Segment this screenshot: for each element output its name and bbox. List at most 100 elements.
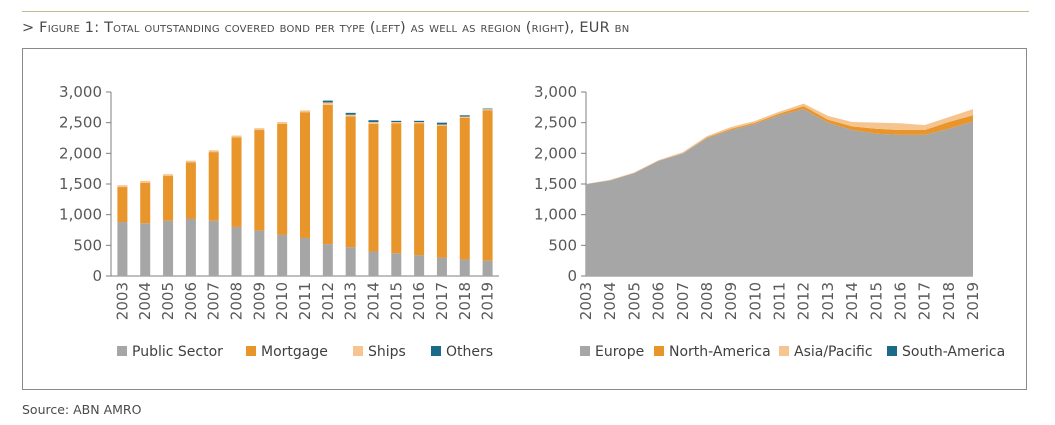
- x-tick-label: 2011: [296, 282, 314, 320]
- x-tick-label: 2007: [205, 282, 223, 320]
- bar-others-2015: [391, 120, 402, 123]
- bar-others-2016: [414, 120, 425, 123]
- bar-public-sector-2003: [117, 222, 128, 276]
- bar-others-2018: [459, 115, 470, 117]
- x-tick-label: 2006: [650, 282, 668, 320]
- y-tick-label: 0: [92, 267, 102, 285]
- bar-ships-2016: [414, 122, 425, 124]
- bar-ships-2012: [322, 102, 333, 105]
- x-tick-label: 2012: [795, 282, 813, 320]
- bar-mortgage-2014: [368, 123, 379, 252]
- x-tick-label: 2005: [159, 282, 177, 320]
- legend-label-europe: Europe: [595, 344, 644, 360]
- x-tick-label: 2010: [273, 282, 291, 320]
- x-tick-label: 2014: [843, 282, 861, 320]
- left-chart-type: 0 500 1,000 1,500 2,000 2,500 3,000 2003 2004 200…: [59, 83, 499, 360]
- bar-mortgage-2006: [185, 162, 196, 219]
- source-note: Source: ABN AMRO: [22, 402, 142, 417]
- y-tick-label: 3,000: [534, 83, 577, 101]
- chart-frame: 0 500 1,000 1,500 2,000 2,500 3,000 2003 2004 200…: [22, 48, 1027, 390]
- x-tick-label: 2009: [250, 282, 268, 320]
- legend-label-mortgage: Mortgage: [261, 344, 328, 360]
- x-tick-label: 2017: [433, 282, 451, 320]
- legend-label-ships: Ships: [368, 344, 406, 360]
- y-tick-label: 2,500: [534, 114, 577, 132]
- bar-ships-2008: [231, 135, 242, 138]
- bar-ships-2010: [277, 122, 288, 124]
- y-tick-label: 1,500: [59, 175, 102, 193]
- y-tick-label: 1,000: [59, 206, 102, 224]
- x-tick-label: 2019: [479, 282, 497, 320]
- x-tick-label: 2018: [940, 282, 958, 320]
- bar-mortgage-2012: [322, 104, 333, 245]
- x-tick-label: 2016: [891, 282, 909, 320]
- bar-mortgage-2009: [254, 130, 265, 231]
- bar-ships-2013: [345, 114, 356, 117]
- bar-public-sector-2010: [277, 234, 288, 276]
- bar-others-2013: [345, 112, 356, 115]
- bar-ships-2017: [436, 124, 447, 126]
- x-tick-label: 2011: [771, 282, 789, 320]
- bar-ships-2011: [300, 110, 310, 113]
- x-tick-label: 2019: [964, 282, 982, 320]
- bar-mortgage-2019: [482, 110, 493, 261]
- bar-ships-2004: [140, 180, 151, 183]
- x-tick-label: 2012: [319, 282, 337, 320]
- bar-ships-2018: [459, 116, 470, 118]
- x-tick-label: 2003: [577, 282, 595, 320]
- x-tick-label: 2006: [182, 282, 200, 320]
- bar-ships-2007: [208, 150, 219, 153]
- legend-label-others: Others: [446, 344, 493, 360]
- x-tick-label: 2003: [113, 282, 131, 320]
- bar-public-sector-2019: [482, 260, 493, 276]
- y-tick-label: 0: [567, 267, 577, 285]
- bar-public-sector-2009: [254, 230, 265, 276]
- top-rule: [22, 11, 1029, 12]
- x-tick-label: 2015: [387, 282, 405, 320]
- bar-others-2017: [436, 122, 447, 125]
- area-asia-pacific: [586, 103, 973, 184]
- bar-ships-2003: [117, 185, 128, 188]
- legend-swatch-public-sector: [117, 346, 127, 356]
- x-tick-label: 2013: [819, 282, 837, 320]
- bar-ships-2009: [254, 128, 265, 131]
- y-tick-label: 1,500: [534, 175, 577, 193]
- bar-ships-2006: [185, 160, 196, 163]
- right-chart-region: 0 500 1,000 1,500 2,000 2,500 3,000 2003 2004 200…: [534, 83, 1005, 360]
- x-tick-label: 2018: [456, 282, 474, 320]
- bar-public-sector-2008: [231, 226, 242, 276]
- legend-label-public-sector: Public Sector: [132, 344, 223, 360]
- bar-others-2019: [482, 108, 493, 110]
- x-tick-label: 2004: [601, 282, 619, 320]
- legend-label-north-america: North-America: [669, 344, 771, 360]
- legend-label-asia-pacific: Asia/Pacific: [794, 344, 873, 360]
- x-tick-label: 2007: [674, 282, 692, 320]
- bar-public-sector-2015: [391, 253, 402, 276]
- y-tick-label: 500: [548, 236, 577, 254]
- x-tick-label: 2016: [410, 282, 428, 320]
- x-tick-label: 2010: [746, 282, 764, 320]
- bar-ships-2019: [482, 109, 493, 111]
- area-europe: [586, 109, 973, 276]
- bar-public-sector-2005: [163, 220, 174, 276]
- bar-mortgage-2010: [277, 123, 288, 235]
- x-tick-label: 2005: [625, 282, 643, 320]
- legend-swatch-asia-pacific: [779, 346, 789, 356]
- bar-ships-2005: [163, 174, 174, 177]
- y-tick-label: 2,500: [59, 114, 102, 132]
- bar-public-sector-2012: [322, 244, 333, 276]
- legend-swatch-ships: [353, 346, 363, 356]
- bar-public-sector-2016: [414, 255, 425, 276]
- legend-swatch-others: [431, 346, 441, 356]
- bar-mortgage-2004: [140, 182, 151, 224]
- bar-mortgage-2017: [436, 125, 447, 258]
- bar-public-sector-2013: [345, 247, 356, 276]
- bar-mortgage-2016: [414, 123, 425, 256]
- x-tick-label: 2014: [364, 282, 382, 320]
- y-tick-label: 500: [73, 236, 102, 254]
- legend-swatch-south-america: [887, 346, 897, 356]
- legend-swatch-europe: [580, 346, 590, 356]
- legend-swatch-north-america: [654, 346, 664, 356]
- x-tick-label: 2008: [698, 282, 716, 320]
- y-tick-label: 3,000: [59, 83, 102, 101]
